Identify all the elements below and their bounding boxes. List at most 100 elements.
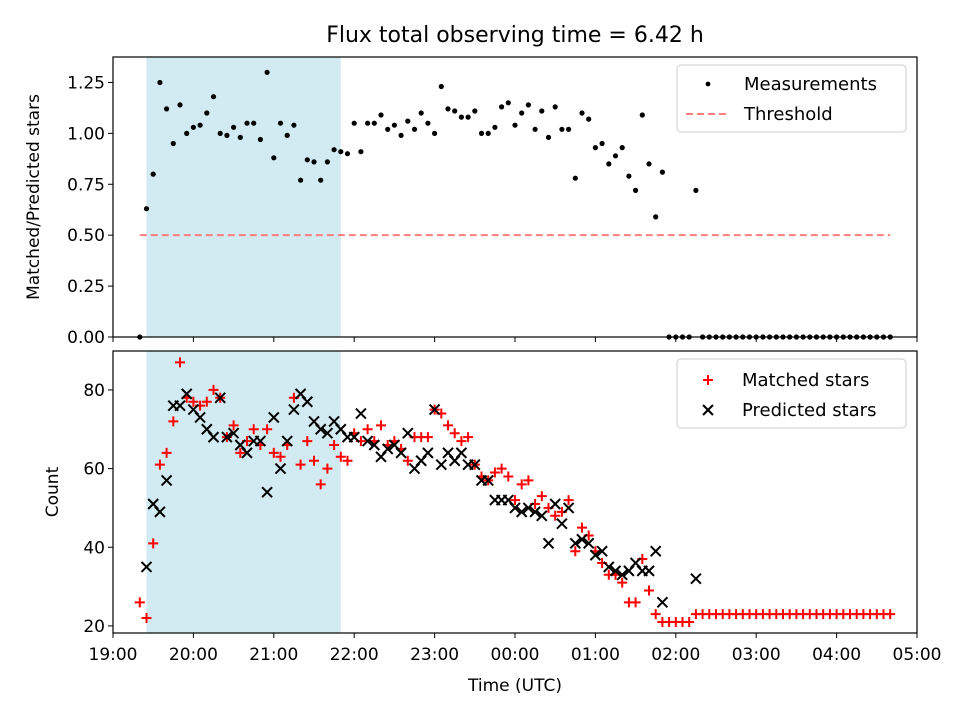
matched-star-point — [443, 420, 453, 431]
predicted-star-point — [348, 431, 360, 443]
legend-measurements-label: Measurements — [744, 74, 877, 95]
matched-star-point — [449, 428, 460, 439]
predicted-star-point — [314, 423, 327, 435]
measurement-point — [338, 149, 344, 155]
predicted-star-point — [529, 506, 541, 518]
predicted-star-point — [301, 396, 314, 408]
predicted-star-point — [428, 403, 441, 416]
predicted-star-point — [690, 573, 702, 585]
measurement-point — [210, 94, 217, 100]
predicted-star-point — [656, 596, 669, 609]
top-y-tick-label: 0.00 — [67, 328, 105, 348]
predicted-star-point — [355, 407, 367, 420]
figure-title: Flux total observing time = 6.42 h — [326, 23, 704, 48]
measurement-point — [164, 106, 170, 112]
measurement-point — [257, 136, 263, 143]
measurement-point — [277, 120, 284, 126]
measurement-point — [237, 134, 243, 140]
count-panel: 20 40 60 80 19:00 20:00 21:00 22:00 23:00 00:00 0… — [43, 350, 942, 696]
top-y-tick-label: 0.75 — [67, 175, 105, 195]
bottom-x-tick-label: 19:00 — [89, 645, 138, 665]
matched-star-point — [570, 546, 581, 557]
predicted-star-point — [174, 399, 186, 412]
predicted-star-point — [254, 435, 267, 447]
measurement-point — [472, 108, 478, 114]
measurement-point — [217, 130, 223, 136]
measurement-point — [284, 132, 290, 138]
matched-star-point — [650, 609, 661, 620]
bottom-y-axis-label: Count — [43, 466, 63, 517]
predicted-star-point — [616, 569, 628, 581]
measurement-point — [539, 108, 545, 114]
measurement-point — [432, 130, 438, 136]
measurement-point — [659, 169, 666, 175]
measurement-point — [512, 122, 518, 128]
matched-star-point — [885, 609, 896, 620]
bottom-x-tick-label: 02:00 — [651, 645, 700, 665]
bottom-x-tick-label: 20:00 — [169, 645, 218, 665]
top-y-tick-label: 1.25 — [67, 73, 105, 93]
bottom-x-tick-label: 04:00 — [812, 645, 861, 665]
predicted-star-point — [435, 458, 448, 471]
bottom-x-tick-label: 21:00 — [249, 645, 298, 665]
matched-star-point — [523, 475, 534, 486]
matched-star-point — [141, 613, 152, 624]
matched-star-point — [329, 440, 340, 450]
measurement-point — [639, 112, 645, 118]
predicted-star-point — [582, 537, 595, 550]
matched-star-point — [188, 396, 199, 407]
matched-star-point — [154, 459, 165, 470]
bottom-x-tick-label: 03:00 — [732, 645, 781, 665]
predicted-star-point — [268, 411, 280, 424]
matched-star-point — [201, 396, 212, 407]
measurement-point — [532, 126, 538, 132]
matched-star-point — [617, 577, 628, 588]
measurement-point — [204, 110, 210, 116]
matched-star-point — [315, 479, 326, 490]
measurement-point — [291, 122, 297, 128]
bottom-y-tick-label: 60 — [83, 460, 105, 480]
measurement-point — [492, 124, 498, 130]
legend-predicted-label: Predicted stars — [742, 400, 876, 421]
measurement-point — [197, 122, 203, 128]
matched-star-point — [577, 522, 587, 533]
bottom-legend: Matched stars Predicted stars — [676, 358, 907, 429]
top-y-tick-label: 1.00 — [67, 124, 105, 144]
predicted-star-point — [154, 506, 166, 518]
predicted-star-point — [221, 431, 233, 443]
bottom-x-tick-label: 23:00 — [410, 645, 459, 665]
measurement-point — [485, 130, 491, 136]
bottom-y-tick-label: 40 — [83, 538, 105, 558]
measurement-point — [633, 187, 639, 193]
matched-star-point — [262, 424, 273, 435]
measurement-point — [378, 112, 384, 118]
measurement-point — [592, 145, 599, 151]
matched-star-point — [208, 384, 219, 395]
measurement-point — [324, 159, 330, 165]
matched-star-point — [536, 491, 547, 502]
measurement-point — [519, 110, 525, 116]
predicted-star-point — [207, 431, 220, 443]
predicted-star-point — [569, 537, 582, 550]
bottom-marks-group — [134, 357, 896, 627]
top-observing-window-shade — [146, 57, 341, 337]
predicted-star-point — [576, 533, 588, 546]
matched-star-point — [516, 479, 527, 490]
measurement-point — [525, 102, 532, 108]
predicted-star-point — [368, 439, 381, 451]
matched-star-point — [161, 447, 172, 458]
legend-predicted-marker — [702, 404, 714, 416]
measurement-point — [177, 102, 183, 108]
matched-star-point — [309, 455, 319, 466]
measurement-point — [150, 171, 156, 177]
measurement-point — [224, 132, 230, 138]
predicted-star-point — [395, 447, 407, 459]
predicted-star-point — [515, 506, 528, 518]
measurement-point — [579, 110, 585, 116]
predicted-star-point — [288, 403, 300, 416]
matched-star-point — [644, 585, 654, 596]
matched-star-point — [168, 416, 179, 427]
bottom-x-tick-label: 00:00 — [491, 645, 540, 665]
measurement-point — [646, 161, 652, 167]
predicted-star-point — [241, 447, 253, 459]
